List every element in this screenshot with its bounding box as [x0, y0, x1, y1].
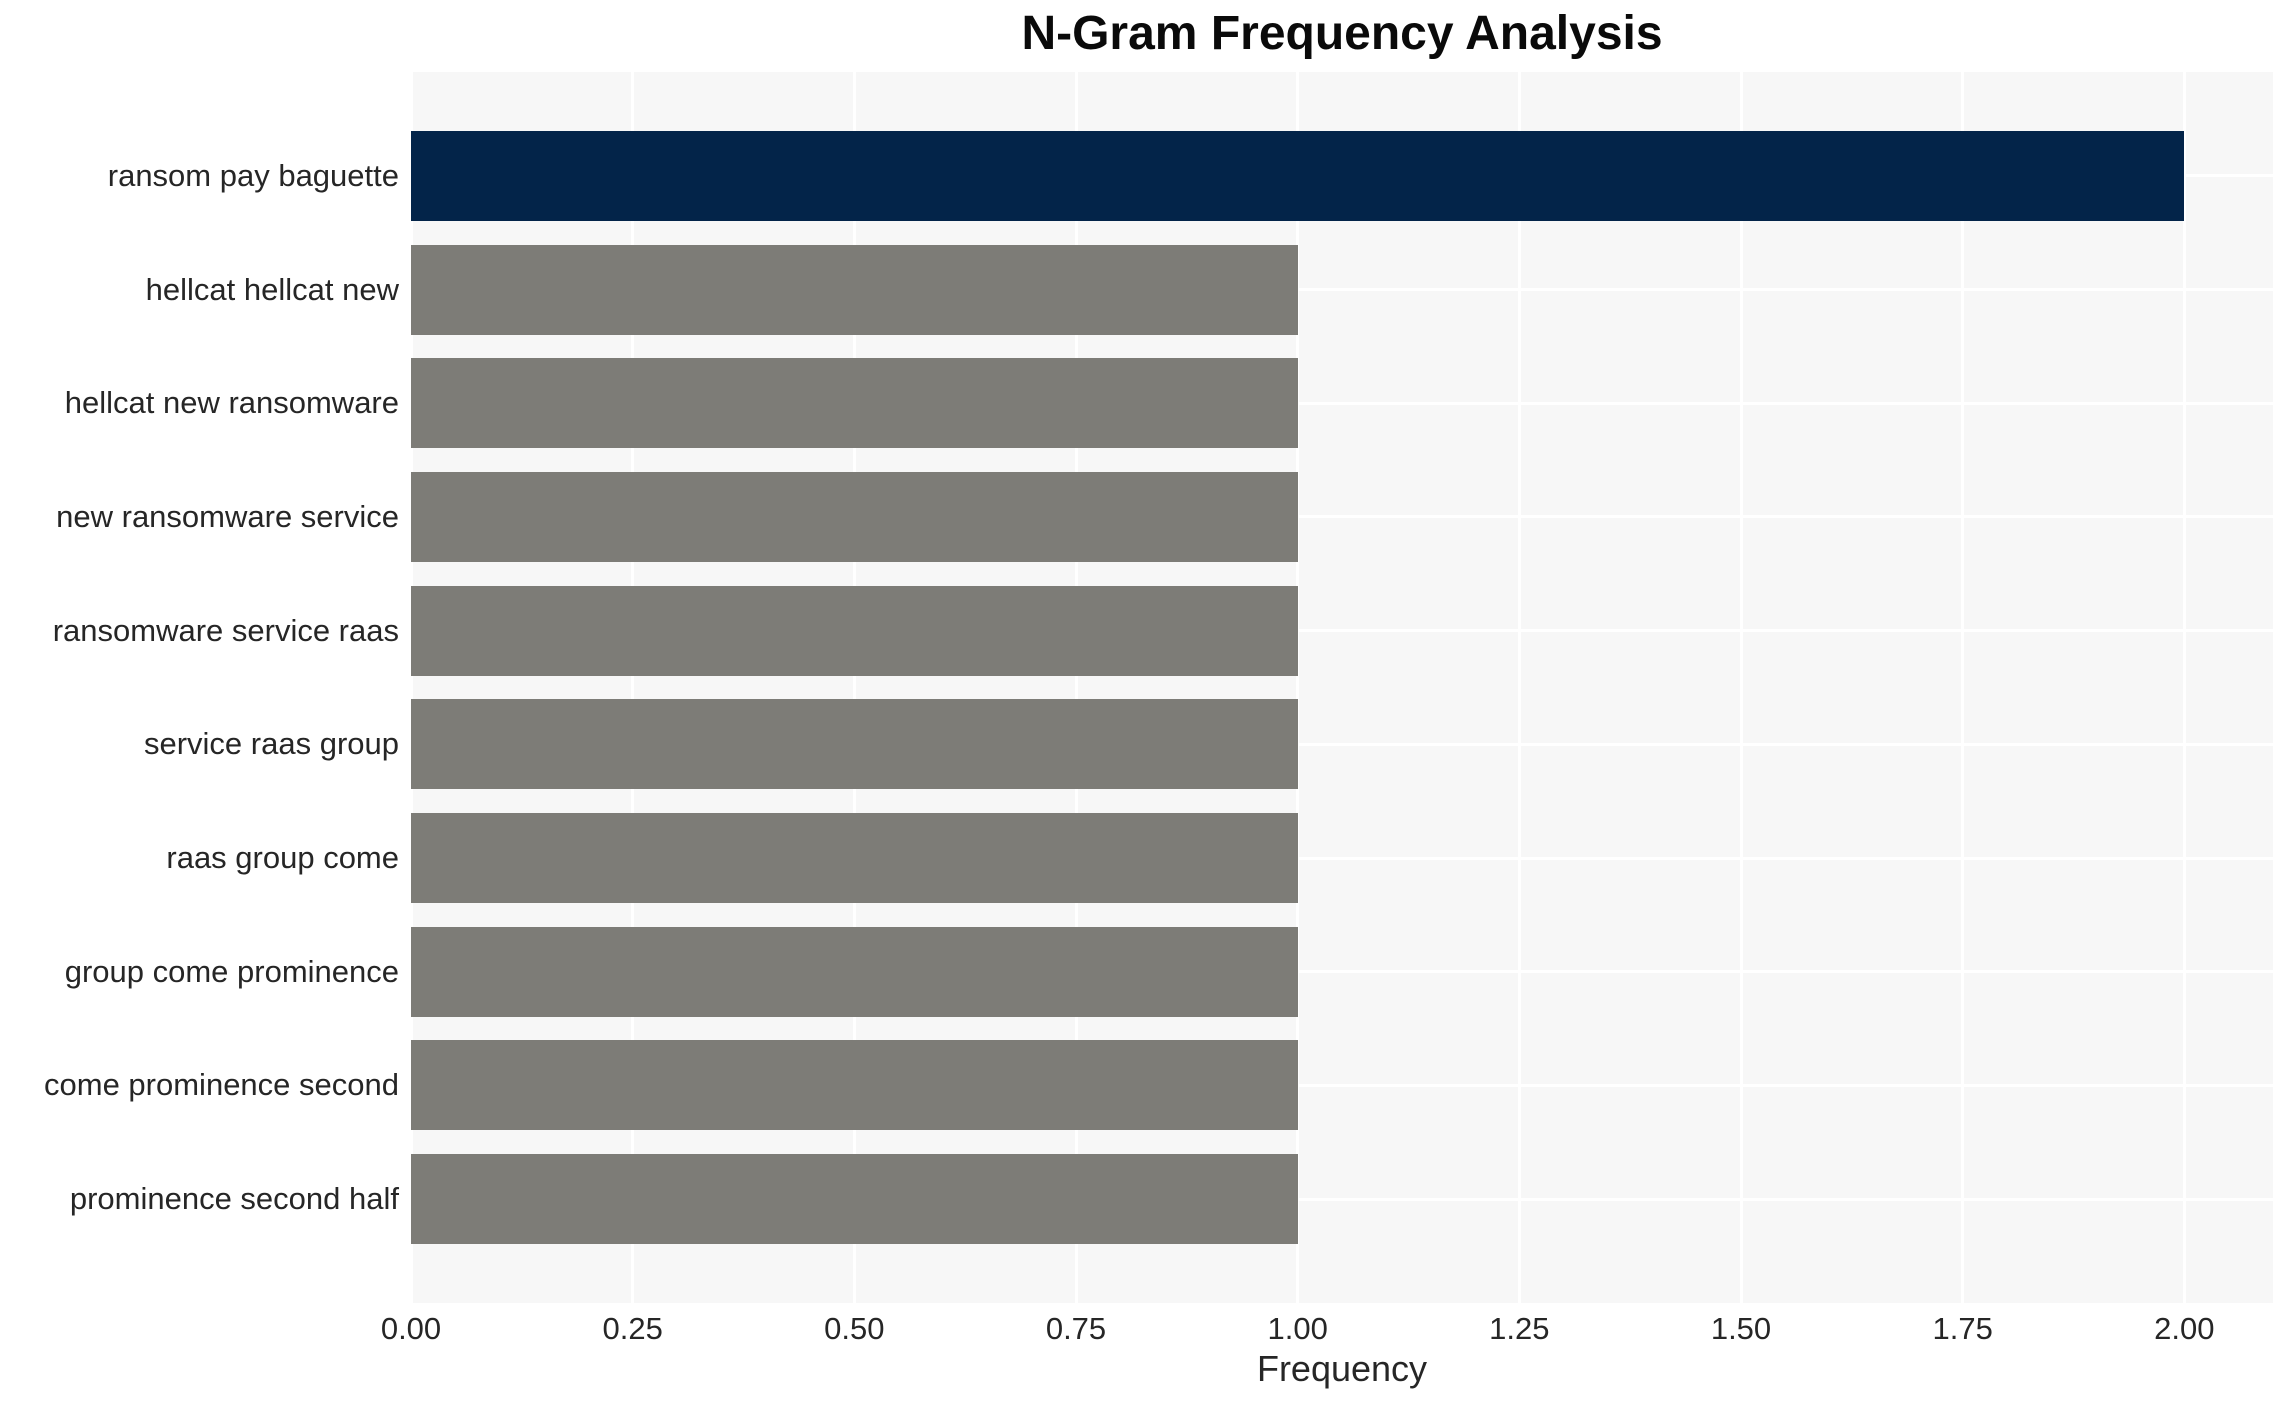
bar-come-prominence-second	[411, 1040, 1298, 1131]
bar-row	[411, 119, 2273, 233]
bar-prominence-second-half	[411, 1154, 1298, 1245]
y-tick-label: come prominence second	[44, 1067, 399, 1103]
y-tick-label: new ransomware service	[56, 498, 399, 534]
v-gridline	[1074, 72, 1078, 1303]
bar-row	[411, 688, 2273, 802]
x-tick-label: 1.75	[1932, 1311, 1993, 1346]
x-tick-label: 0.25	[602, 1311, 663, 1346]
y-tick-label: hellcat hellcat new	[145, 271, 399, 307]
v-gridline	[1296, 72, 1300, 1303]
x-tick-label: 0.00	[380, 1311, 442, 1346]
bar-row	[411, 915, 2273, 1029]
bar-hellcat-new-ransomware	[411, 358, 1298, 449]
h-gridline	[411, 970, 2273, 974]
v-gridline	[2182, 72, 2186, 1303]
h-gridline	[411, 515, 2273, 519]
v-gridline	[411, 72, 413, 1303]
bar-row	[411, 233, 2273, 347]
bar-row	[411, 460, 2273, 574]
h-gridline	[411, 856, 2273, 860]
bar-row	[411, 574, 2273, 688]
v-gridline	[1739, 72, 1743, 1303]
x-tick-label: 0.50	[824, 1311, 885, 1346]
bar-row	[411, 801, 2273, 915]
bar-row	[411, 346, 2273, 460]
x-axis-label: Frequency	[1256, 1348, 1428, 1389]
y-tick-label: group come prominence	[64, 953, 399, 989]
y-tick-label: ransomware service raas	[52, 612, 399, 648]
x-tick-label: 1.00	[1267, 1311, 1328, 1346]
plot-area	[411, 72, 2273, 1303]
x-tick-label: 1.25	[1489, 1311, 1550, 1346]
h-gridline	[411, 1197, 2273, 1201]
y-axis-labels: ransom pay baguette hellcat hellcat new he…	[0, 72, 399, 1303]
h-gridline	[411, 629, 2273, 633]
y-tick-label: prominence second half	[69, 1181, 399, 1217]
v-gridline	[1961, 72, 1965, 1303]
x-tick-label: 2.00	[2154, 1311, 2215, 1346]
h-gridline	[411, 742, 2273, 746]
bar-group-come-prominence	[411, 926, 1298, 1017]
bar-row	[411, 1142, 2273, 1256]
bar-hellcat-hellcat-new	[411, 244, 1298, 335]
h-gridline	[411, 401, 2273, 405]
y-tick-label: service raas group	[143, 726, 399, 762]
x-tick-label: 0.75	[1045, 1311, 1107, 1346]
v-gridline	[852, 72, 856, 1303]
chart-title: N-Gram Frequency Analysis	[1021, 7, 1663, 60]
y-tick-label: ransom pay baguette	[107, 157, 399, 193]
bar-raas-group-come	[411, 813, 1298, 904]
bar-row	[411, 1029, 2273, 1143]
y-tick-label: hellcat new ransomware	[64, 385, 399, 421]
h-gridline	[411, 1083, 2273, 1087]
bar-ransom-pay-baguette	[411, 130, 2185, 221]
v-gridline	[1517, 72, 1521, 1303]
y-tick-label: raas group come	[166, 840, 399, 876]
v-gridline	[631, 72, 635, 1303]
h-gridline	[411, 288, 2273, 292]
x-tick-label: 1.50	[1710, 1311, 1772, 1346]
bar-service-raas-group	[411, 699, 1298, 790]
bar-ransomware-service-raas	[411, 585, 1298, 676]
bar-new-ransomware-service	[411, 471, 1298, 562]
